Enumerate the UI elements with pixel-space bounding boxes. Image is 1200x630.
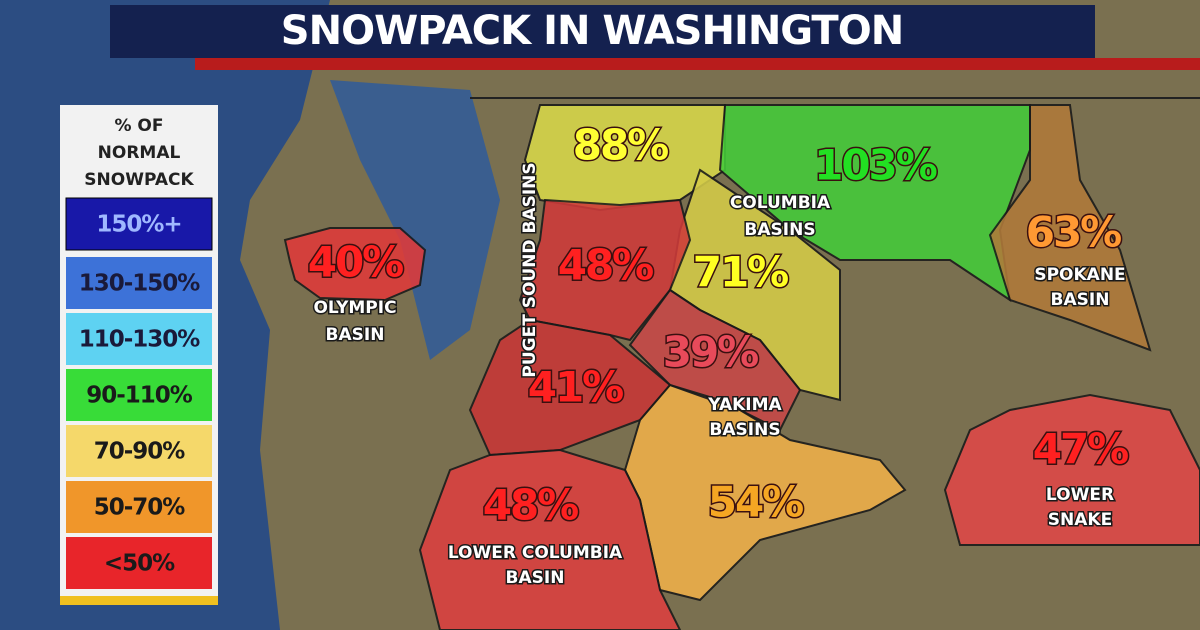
legend-swatch <box>65 197 213 251</box>
region-name: LOWER COLUMBIA <box>448 543 623 563</box>
region-value: 88% <box>573 121 668 170</box>
region-name: BASINS <box>744 220 815 240</box>
legend-label: 150%+ <box>96 212 181 238</box>
region-value: 71% <box>693 248 788 297</box>
region-value: 54% <box>708 478 803 527</box>
region-puget <box>518 198 692 342</box>
title: SNOWPACK IN WASHINGTON <box>281 8 903 54</box>
region-value: 39% <box>663 328 758 377</box>
region-name: YAKIMA <box>707 395 782 415</box>
region-value: 48% <box>483 481 578 530</box>
region-value: 40% <box>308 238 403 287</box>
legend-swatch <box>66 313 212 365</box>
legend-label: 110-130% <box>79 327 201 353</box>
region-name: SPOKANE <box>1034 265 1125 285</box>
legend-swatch <box>66 257 212 309</box>
region-name: OLYMPIC <box>313 298 396 318</box>
legend-footer <box>60 596 218 605</box>
legend-label: <50% <box>104 551 175 577</box>
region-name: SNAKE <box>1048 510 1112 530</box>
legend-title: NORMAL <box>98 143 181 163</box>
region-value: 63% <box>1026 208 1121 257</box>
legend-label: 50-70% <box>94 495 186 521</box>
legend-swatch <box>66 537 212 589</box>
region-name: BASIN <box>506 568 565 588</box>
region-name: BASINS <box>709 420 780 440</box>
legend-swatch <box>66 369 212 421</box>
title-bar <box>110 5 1095 58</box>
region-name: BASIN <box>1051 290 1110 310</box>
region-name: PUGET SOUND BASINS <box>520 162 540 377</box>
region-value: 47% <box>1033 425 1128 474</box>
region-spokane <box>988 104 1152 352</box>
region-value: 103% <box>814 141 937 190</box>
region-name: LOWER <box>1046 485 1114 505</box>
region-name: BASIN <box>326 325 385 345</box>
legend-label: 130-150% <box>79 271 201 297</box>
legend-label: 70-90% <box>94 439 186 465</box>
legend-title: SNOWPACK <box>84 170 194 190</box>
legend-swatch <box>66 425 212 477</box>
region-yakima <box>628 288 802 432</box>
region-value: 41% <box>528 363 623 412</box>
region-value: 48% <box>558 241 653 290</box>
legend-title: % OF <box>114 116 163 136</box>
region-olympic <box>283 227 427 302</box>
puget-sound <box>330 80 500 360</box>
region-name: COLUMBIA <box>730 193 831 213</box>
title-underline <box>195 58 1200 70</box>
region-lower-snake <box>943 393 1200 546</box>
legend-swatch <box>66 481 212 533</box>
legend-label: 90-110% <box>86 383 193 409</box>
region-lower-columbia <box>418 448 682 630</box>
